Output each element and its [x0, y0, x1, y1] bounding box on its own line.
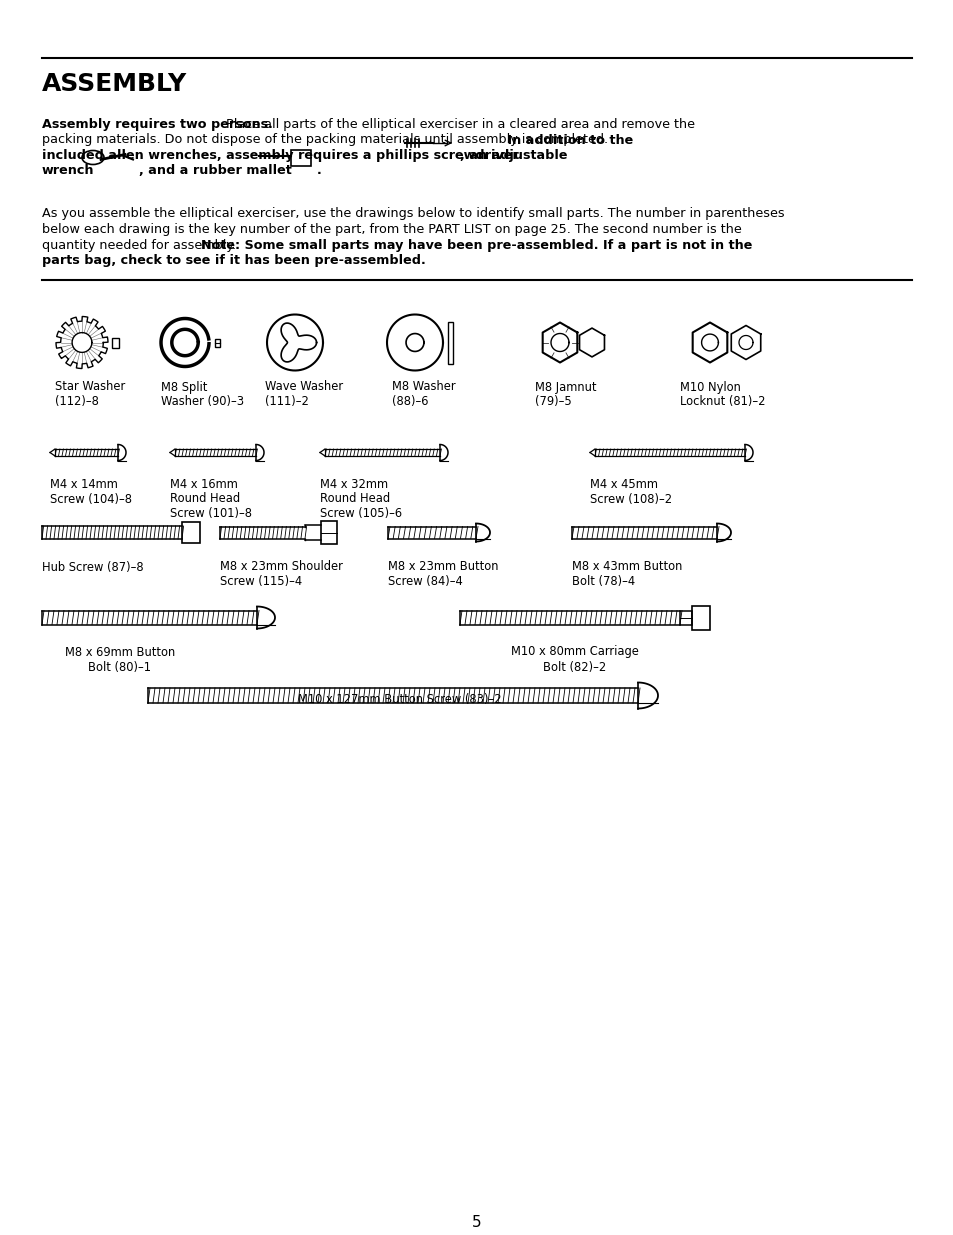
Bar — [448, 321, 453, 363]
Text: Note: Some small parts may have been pre-assembled. If a part is not in the: Note: Some small parts may have been pre… — [201, 238, 752, 252]
Text: .: . — [316, 164, 321, 178]
Bar — [214, 338, 220, 347]
Bar — [112, 337, 119, 347]
Text: M8 Washer
(88)–6: M8 Washer (88)–6 — [392, 380, 456, 409]
Text: Hub Screw (87)–8: Hub Screw (87)–8 — [42, 561, 144, 573]
Text: M8 x 23mm Button
Screw (84)–4: M8 x 23mm Button Screw (84)–4 — [388, 561, 498, 589]
Text: M10 x 127mm Button Screw (83)–2: M10 x 127mm Button Screw (83)–2 — [298, 693, 501, 706]
Bar — [320, 521, 336, 545]
Text: M8 Split
Washer (90)–3: M8 Split Washer (90)–3 — [161, 380, 244, 409]
Text: parts bag, check to see if it has been pre-assembled.: parts bag, check to see if it has been p… — [42, 254, 425, 267]
Text: M10 Nylon
Locknut (81)–2: M10 Nylon Locknut (81)–2 — [679, 380, 764, 409]
Text: , and a rubber mallet: , and a rubber mallet — [139, 164, 292, 178]
Bar — [182, 522, 200, 543]
Text: , an adjustable: , an adjustable — [459, 149, 567, 162]
Text: ASSEMBLY: ASSEMBLY — [42, 72, 187, 96]
Text: wrench: wrench — [42, 164, 94, 178]
Text: packing materials. Do not dispose of the packing materials until assembly is com: packing materials. Do not dispose of the… — [42, 133, 607, 147]
Text: Wave Washer
(111)–2: Wave Washer (111)–2 — [265, 380, 343, 409]
Text: Assembly requires two persons.: Assembly requires two persons. — [42, 119, 273, 131]
Text: below each drawing is the key number of the part, from the PART LIST on page 25.: below each drawing is the key number of … — [42, 224, 741, 236]
Text: Place all parts of the elliptical exerciser in a cleared area and remove the: Place all parts of the elliptical exerci… — [222, 119, 695, 131]
Text: M4 x 45mm
Screw (108)–2: M4 x 45mm Screw (108)–2 — [589, 478, 672, 505]
Text: M4 x 16mm
Round Head
Screw (101)–8: M4 x 16mm Round Head Screw (101)–8 — [170, 478, 252, 520]
Text: As you assemble the elliptical exerciser, use the drawings below to identify sma: As you assemble the elliptical exerciser… — [42, 207, 783, 221]
Bar — [691, 605, 709, 630]
Text: M8 x 69mm Button
Bolt (80)–1: M8 x 69mm Button Bolt (80)–1 — [65, 646, 175, 673]
Text: M10 x 80mm Carriage
Bolt (82)–2: M10 x 80mm Carriage Bolt (82)–2 — [511, 646, 639, 673]
Text: M8 x 23mm Shoulder
Screw (115)–4: M8 x 23mm Shoulder Screw (115)–4 — [220, 561, 342, 589]
Text: In addition to the: In addition to the — [502, 133, 633, 147]
Bar — [291, 149, 311, 165]
Text: included allen wrenches, assembly requires a phillips screwdriver: included allen wrenches, assembly requir… — [42, 149, 518, 162]
Bar — [679, 610, 691, 625]
Text: Star Washer
(112)–8: Star Washer (112)–8 — [55, 380, 125, 409]
Text: M8 Jamnut
(79)–5: M8 Jamnut (79)–5 — [535, 380, 596, 409]
Text: M8 x 43mm Button
Bolt (78)–4: M8 x 43mm Button Bolt (78)–4 — [572, 561, 681, 589]
Text: quantity needed for assembly.: quantity needed for assembly. — [42, 238, 240, 252]
Text: 5: 5 — [472, 1215, 481, 1230]
Text: M4 x 32mm
Round Head
Screw (105)–6: M4 x 32mm Round Head Screw (105)–6 — [319, 478, 402, 520]
Text: M4 x 14mm
Screw (104)–8: M4 x 14mm Screw (104)–8 — [50, 478, 132, 505]
